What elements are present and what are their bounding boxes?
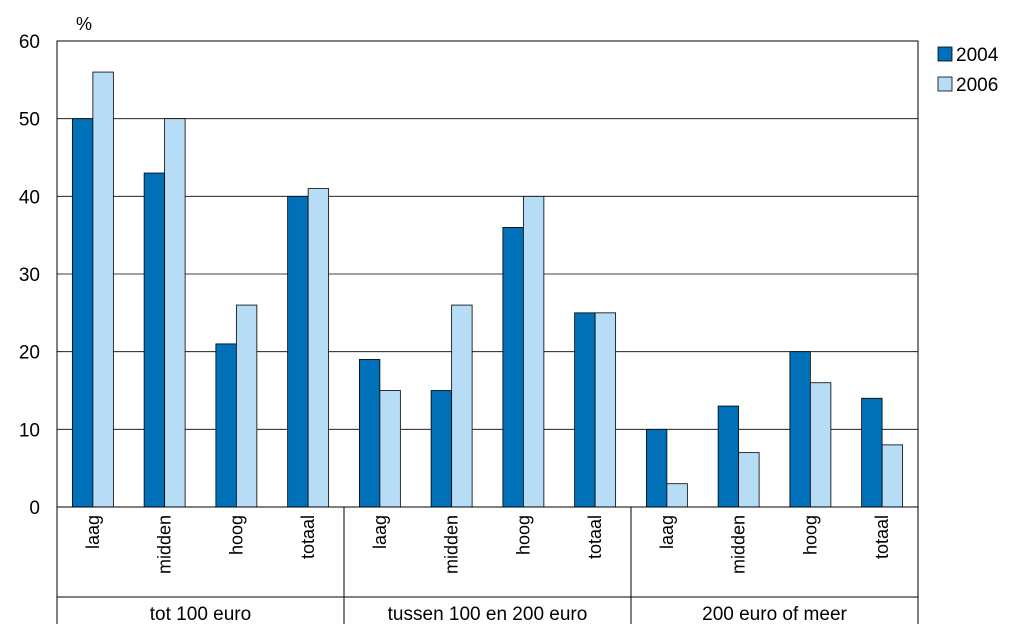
y-tick-labels: 0 10 20 30 40 50 60 [19,32,40,519]
bar-2004-4 [287,195,309,508]
bar-2006-3 [235,304,258,508]
plot-frame [56,40,919,508]
bar-2006-7 [522,195,545,508]
bar-2006-10 [738,452,760,508]
y-tick-label: 30 [19,265,40,286]
x-group-labels: tot 100 euro tussen 100 en 200 euro 200 eu… [150,604,848,624]
y-tick-label: 0 [29,498,40,519]
x-category-label: midden [442,515,462,574]
bar-2006-5 [379,390,401,508]
y-tick-label: 10 [19,420,40,441]
bar-2004-12 [861,397,883,508]
bar-2006-8 [594,312,617,508]
x-category-label: hoog [513,515,533,555]
bar-2006-2 [164,118,186,508]
x-group-label: 200 euro of meer [702,604,847,624]
bar-2004-10 [717,405,740,508]
bar-2006-1 [92,71,114,508]
gridlines [57,40,918,430]
bar-2004-6 [430,390,453,508]
x-category-labels: laag midden hoog totaal laag midden hoog totaal… [83,515,892,574]
bar-2006-12 [881,444,904,508]
bar-2004-2 [143,172,166,508]
bars [71,71,904,508]
y-tick-label: 60 [19,32,40,53]
x-category-label: midden [155,515,175,574]
legend-swatch-2004 [937,46,953,62]
axes [56,40,919,624]
x-category-label: laag [657,515,677,549]
y-tick-label: 50 [19,110,40,131]
bar-2004-9 [645,428,668,508]
y-tick-label: 40 [19,187,40,208]
x-category-label: laag [370,515,390,549]
bar-2004-5 [358,359,381,508]
legend: 2004 2006 [937,45,999,96]
x-category-label: laag [83,515,103,549]
legend-label-2004: 2004 [956,45,999,66]
bar-2004-3 [215,343,237,508]
bar-2004-8 [574,312,596,508]
x-category-label: totaal [585,515,605,559]
x-category-label: totaal [872,515,892,559]
bar-2004-7 [502,226,524,508]
legend-label-2006: 2006 [956,75,998,96]
bar-2006-4 [307,188,330,508]
x-group-label: tussen 100 en 200 euro [388,604,588,624]
legend-swatch-2006 [937,76,953,92]
bar-2006-11 [809,382,832,508]
x-category-label: hoog [226,515,246,555]
bar-2006-6 [451,304,473,508]
x-category-label: totaal [298,515,318,559]
y-tick-label: 20 [19,343,40,364]
bar-2004-1 [71,118,94,508]
bar-2004-11 [789,351,811,508]
y-axis-label: % [76,14,92,34]
bar-2006-9 [666,483,688,508]
x-category-label: midden [729,515,749,574]
x-category-label: hoog [800,515,820,555]
x-group-label: tot 100 euro [150,604,251,624]
